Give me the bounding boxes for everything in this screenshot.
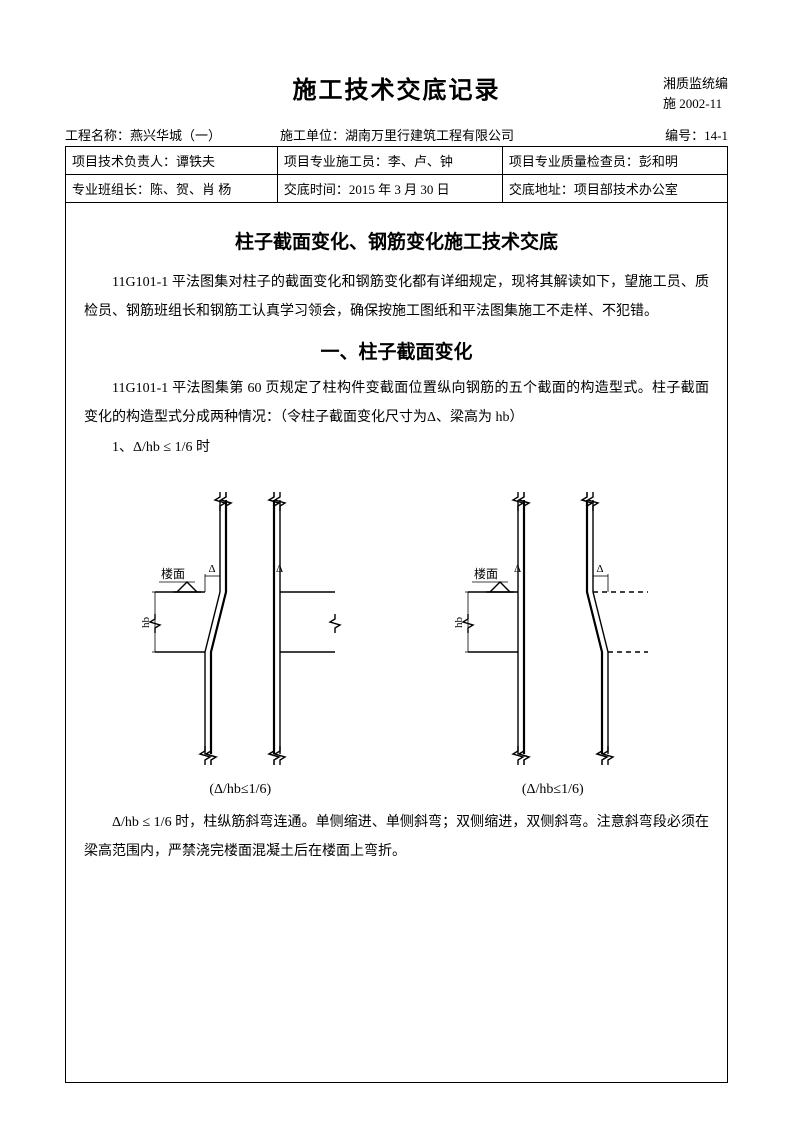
caption-right: (Δ/hb≤1/6): [522, 782, 584, 798]
paragraph: 11G101-1 平法图集第 60 页规定了柱构件变截面位置纵向钢筋的五个截面的…: [84, 374, 709, 433]
table-row: 项目技术负责人：谭铁夫 项目专业施工员：李、卢、钟 项目专业质量检查员：彭和明: [66, 147, 728, 175]
svg-text:Δ: Δ: [209, 563, 216, 575]
caption-left: (Δ/hb≤1/6): [209, 782, 271, 798]
value: 彭和明: [639, 154, 678, 169]
num-value: 14-1: [704, 128, 728, 143]
table-row: 专业班组长：陈、贺、肖 杨 交底时间：2015 年 3 月 30 日 交底地址：…: [66, 175, 728, 203]
cell-constructor: 项目专业施工员：李、卢、钟: [277, 147, 502, 175]
diagram-left-svg: 楼面 Δ Δhb: [125, 482, 355, 772]
content-subtitle: 柱子截面变化、钢筋变化施工技术交底: [84, 227, 709, 254]
value: 李、卢、钟: [388, 154, 453, 169]
proj-label: 工程名称：: [65, 128, 130, 143]
num-label: 编号：: [665, 128, 704, 143]
label: 项目专业质量检查员：: [509, 154, 639, 169]
svg-text:Δ: Δ: [276, 563, 283, 575]
stamp-line2: 施 2002-11: [663, 94, 728, 114]
unit-field: 施工单位：湖南万里行建筑工程有限公司: [280, 125, 618, 144]
label: 交底地址：: [509, 182, 574, 197]
stamp: 湘质监统编 施 2002-11: [663, 74, 728, 113]
value: 项目部技术办公室: [574, 182, 678, 197]
stamp-line1: 湘质监统编: [663, 74, 728, 94]
proj-name: 燕兴华城（一）: [130, 128, 221, 143]
label: 项目专业施工员：: [284, 154, 388, 169]
section-head: 一、柱子截面变化: [84, 337, 709, 364]
svg-text:hb: hb: [453, 616, 465, 628]
label: 专业班组长：: [72, 182, 150, 197]
svg-text:Δ: Δ: [596, 563, 603, 575]
proj-name-field: 工程名称：燕兴华城（一）: [65, 125, 280, 144]
value: 谭铁夫: [176, 154, 215, 169]
unit-label: 施工单位：: [280, 128, 345, 143]
diagram-right-svg: 楼面 Δ Δhb: [438, 482, 668, 772]
unit-name: 湖南万里行建筑工程有限公司: [345, 128, 514, 143]
label: 项目技术负责人：: [72, 154, 176, 169]
cell-tech-leader: 项目技术负责人：谭铁夫: [66, 147, 278, 175]
paragraph: Δ/hb ≤ 1/6 时，柱纵筋斜弯连通。单侧缩进、单侧斜弯；双侧缩进，双侧斜弯…: [84, 808, 709, 867]
svg-text:Δ: Δ: [514, 563, 521, 575]
header-line: 工程名称：燕兴华城（一） 施工单位：湖南万里行建筑工程有限公司 编号：14-1: [65, 125, 728, 144]
diagram-left: 楼面 Δ Δhb (Δ/hb≤1/6): [125, 482, 355, 798]
main-title: 施工技术交底记录: [65, 70, 728, 105]
diagrams-row: 楼面 Δ Δhb (Δ/hb≤1/6) 楼面 Δ Δhb (Δ/hb≤1/6): [84, 482, 709, 798]
meta-table: 项目技术负责人：谭铁夫 项目专业施工员：李、卢、钟 项目专业质量检查员：彭和明 …: [65, 146, 728, 203]
svg-text:楼面: 楼面: [474, 566, 498, 581]
content-box: 柱子截面变化、钢筋变化施工技术交底 11G101-1 平法图集对柱子的截面变化和…: [65, 203, 728, 1083]
value: 陈、贺、肖 杨: [150, 182, 231, 197]
title-row: 施工技术交底记录 湘质监统编 施 2002-11: [65, 70, 728, 105]
cell-team-leader: 专业班组长：陈、贺、肖 杨: [66, 175, 278, 203]
num-field: 编号：14-1: [618, 125, 728, 144]
list-item: 1、Δ/hb ≤ 1/6 时: [84, 433, 709, 462]
cell-qc: 项目专业质量检查员：彭和明: [502, 147, 727, 175]
svg-text:hb: hb: [140, 616, 152, 628]
paragraph: 11G101-1 平法图集对柱子的截面变化和钢筋变化都有详细规定，现将其解读如下…: [84, 268, 709, 327]
svg-text:楼面: 楼面: [161, 566, 185, 581]
diagram-right: 楼面 Δ Δhb (Δ/hb≤1/6): [438, 482, 668, 798]
label: 交底时间：: [284, 182, 349, 197]
value: 2015 年 3 月 30 日: [349, 182, 450, 197]
cell-time: 交底时间：2015 年 3 月 30 日: [277, 175, 502, 203]
cell-addr: 交底地址：项目部技术办公室: [502, 175, 727, 203]
